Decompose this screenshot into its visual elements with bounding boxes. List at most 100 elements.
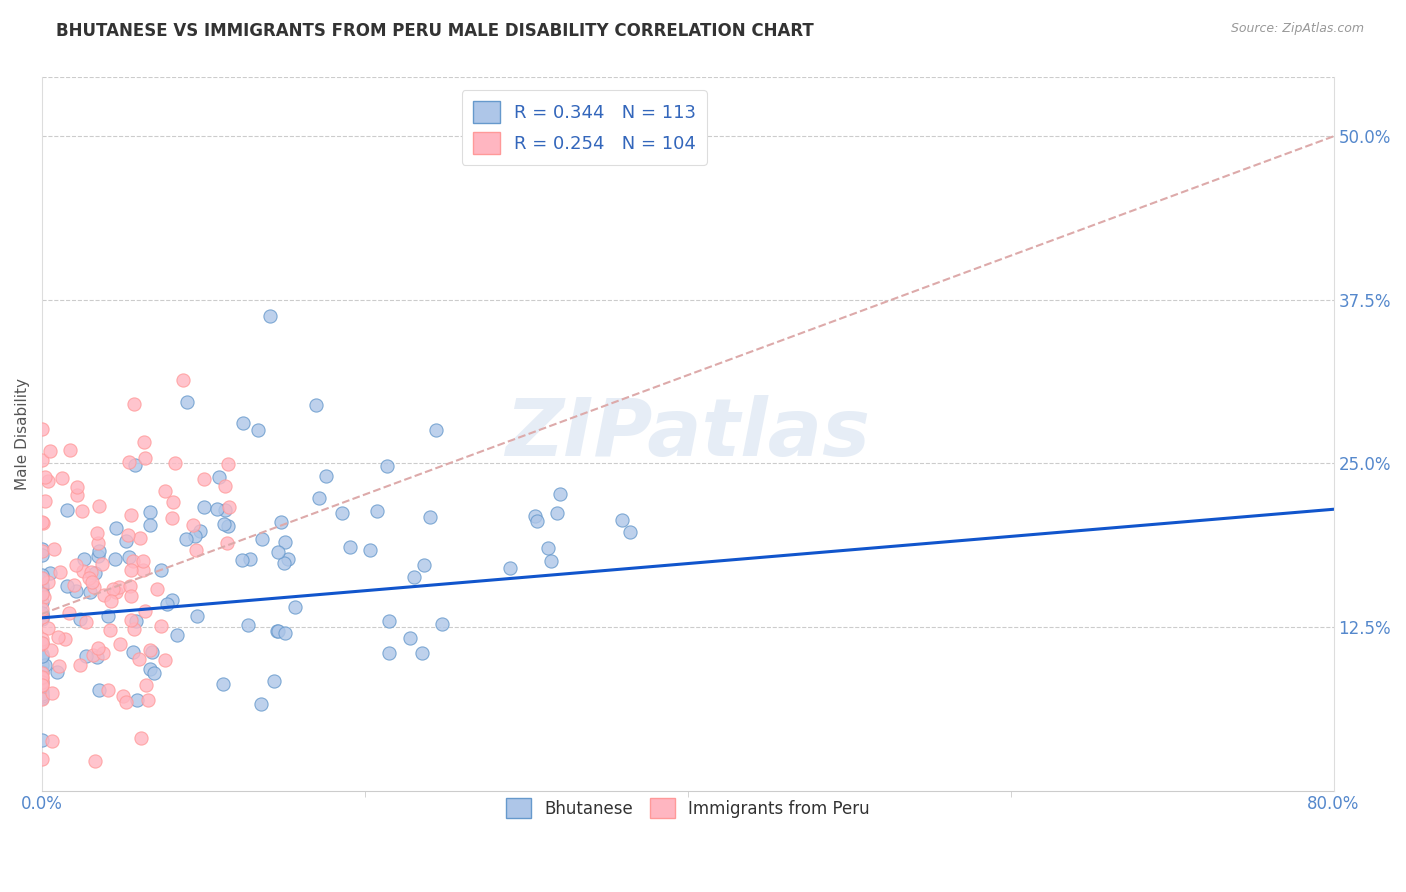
Point	[163, 456, 186, 470]
Legend: Bhutanese, Immigrants from Peru: Bhutanese, Immigrants from Peru	[499, 791, 876, 825]
Point	[31, 678, 53, 692]
Point	[118, 455, 141, 469]
Point	[108, 637, 131, 651]
Point	[65, 584, 87, 599]
Point	[217, 519, 239, 533]
Point	[166, 628, 188, 642]
Point	[66, 480, 89, 494]
Point	[31, 582, 53, 596]
Point	[31, 606, 53, 620]
Point	[176, 533, 198, 547]
Point	[274, 535, 297, 549]
Point	[66, 488, 89, 502]
Point	[34, 657, 56, 672]
Point	[31, 632, 53, 647]
Point	[31, 516, 53, 530]
Point	[86, 525, 108, 540]
Point	[31, 636, 53, 650]
Point	[308, 491, 330, 505]
Point	[155, 483, 177, 498]
Point	[108, 580, 131, 594]
Point	[412, 558, 434, 572]
Point	[31, 453, 53, 467]
Point	[359, 542, 381, 557]
Point	[51, 471, 73, 485]
Point	[186, 609, 208, 624]
Point	[218, 500, 240, 515]
Point	[46, 665, 69, 680]
Point	[32, 590, 55, 604]
Point	[270, 515, 292, 529]
Point	[378, 646, 401, 660]
Point	[72, 552, 94, 566]
Point	[37, 621, 59, 635]
Point	[330, 506, 353, 520]
Point	[59, 443, 82, 458]
Point	[58, 606, 80, 620]
Point	[39, 443, 62, 458]
Point	[91, 646, 114, 660]
Point	[31, 683, 53, 698]
Point	[193, 472, 215, 486]
Point	[610, 513, 633, 527]
Point	[87, 499, 110, 513]
Point	[48, 630, 70, 644]
Point	[31, 609, 53, 624]
Point	[122, 554, 145, 568]
Point	[153, 653, 176, 667]
Point	[31, 657, 53, 672]
Point	[111, 689, 134, 703]
Point	[48, 659, 70, 673]
Point	[31, 611, 53, 625]
Point	[117, 527, 139, 541]
Point	[425, 423, 447, 437]
Point	[91, 557, 114, 571]
Point	[31, 636, 53, 650]
Point	[34, 494, 56, 508]
Point	[266, 544, 288, 558]
Point	[79, 585, 101, 599]
Point	[31, 608, 53, 623]
Point	[259, 309, 281, 323]
Point	[124, 458, 146, 473]
Point	[419, 509, 441, 524]
Point	[105, 521, 128, 535]
Point	[122, 645, 145, 659]
Point	[100, 594, 122, 608]
Point	[274, 625, 297, 640]
Point	[142, 666, 165, 681]
Point	[31, 665, 53, 680]
Point	[160, 510, 183, 524]
Point	[267, 624, 290, 638]
Point	[134, 451, 156, 466]
Text: ZIPatlas: ZIPatlas	[505, 395, 870, 473]
Point	[41, 643, 63, 657]
Point	[31, 422, 53, 436]
Point	[31, 586, 53, 600]
Point	[217, 536, 239, 550]
Point	[366, 504, 388, 518]
Point	[212, 677, 235, 691]
Point	[41, 734, 63, 748]
Point	[160, 593, 183, 607]
Point	[263, 673, 285, 688]
Point	[411, 646, 433, 660]
Point	[184, 543, 207, 558]
Point	[284, 599, 307, 614]
Point	[139, 518, 162, 533]
Point	[536, 541, 558, 556]
Point	[131, 731, 153, 746]
Point	[399, 632, 422, 646]
Point	[132, 435, 155, 450]
Point	[53, 632, 76, 647]
Point	[120, 563, 142, 577]
Point	[212, 516, 235, 531]
Point	[236, 618, 259, 632]
Text: Source: ZipAtlas.com: Source: ZipAtlas.com	[1230, 22, 1364, 36]
Point	[375, 458, 398, 473]
Point	[69, 657, 91, 672]
Text: BHUTANESE VS IMMIGRANTS FROM PERU MALE DISABILITY CORRELATION CHART: BHUTANESE VS IMMIGRANTS FROM PERU MALE D…	[56, 22, 814, 40]
Point	[97, 683, 120, 698]
Point	[103, 582, 125, 597]
Point	[120, 508, 142, 523]
